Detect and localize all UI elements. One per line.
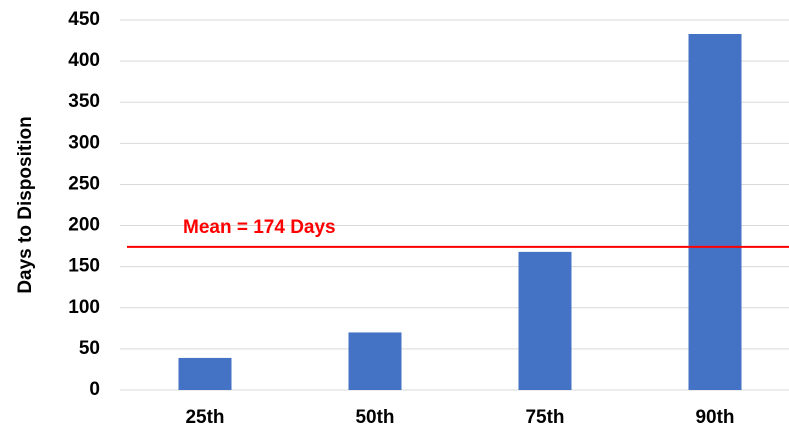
x-tick-label: 50th [355, 407, 394, 428]
y-tick-label: 50 [79, 338, 100, 359]
y-tick-label: 400 [68, 50, 100, 71]
mean-label: Mean = 174 Days [183, 217, 336, 238]
y-tick-label: 300 [68, 132, 100, 153]
x-tick-label: 90th [695, 407, 734, 428]
y-axis-label: Days to Disposition [15, 116, 36, 293]
bar [688, 33, 742, 390]
y-tick-label: 150 [68, 256, 100, 277]
y-tick-label: 0 [89, 379, 100, 400]
x-tick-label: 25th [185, 407, 224, 428]
y-tick-label: 200 [68, 215, 100, 236]
y-tick-label: 100 [68, 297, 100, 318]
y-tick-label: 450 [68, 9, 100, 30]
bar [518, 251, 572, 390]
bar [178, 357, 232, 390]
bar [348, 332, 402, 390]
x-tick-label: 75th [525, 407, 564, 428]
y-tick-label: 350 [68, 91, 100, 112]
y-tick-label: 250 [68, 173, 100, 194]
